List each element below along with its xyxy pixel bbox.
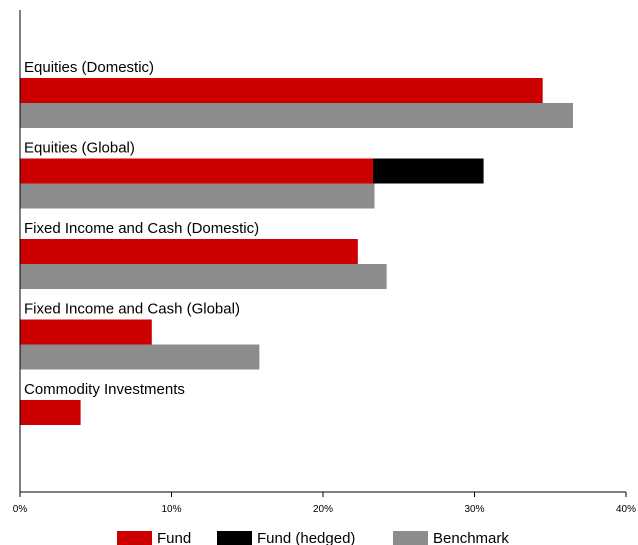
legend-label: Fund (hedged) <box>257 530 355 545</box>
benchmark-bar <box>20 344 260 370</box>
fund-bar <box>20 400 81 425</box>
x-tick-label: 40% <box>616 504 636 515</box>
legend-item: Fund (hedged) <box>217 530 355 545</box>
x-tick-label: 30% <box>464 504 484 515</box>
category-label: Equities (Domestic) <box>24 59 154 76</box>
legend: Fund Fund (hedged) Benchmark <box>117 530 509 545</box>
category-group: Fixed Income and Cash (Global) <box>20 301 260 370</box>
legend-swatch <box>117 531 152 545</box>
legend-swatch <box>217 531 252 545</box>
benchmark-bar <box>20 264 387 289</box>
fund-hedged-bar <box>372 158 484 184</box>
category-group: Fixed Income and Cash (Domestic) <box>20 220 387 289</box>
category-group: Commodity Investments <box>20 381 185 425</box>
category-group: Equities (Global) <box>20 140 484 209</box>
x-tick-label: 20% <box>313 504 333 515</box>
fund-bar <box>20 158 373 184</box>
legend-swatch <box>393 531 428 545</box>
x-tick-label: 0% <box>13 504 28 515</box>
legend-item: Fund <box>117 530 191 545</box>
benchmark-bar <box>20 103 573 128</box>
category-label: Fixed Income and Cash (Domestic) <box>24 220 259 237</box>
legend-label: Fund <box>157 530 191 545</box>
category-group: Equities (Domestic) <box>20 59 573 128</box>
legend-label: Benchmark <box>433 530 509 545</box>
plot-area: Equities (Domestic) Equities (Global) Fixe… <box>20 59 573 425</box>
category-label: Commodity Investments <box>24 381 185 398</box>
benchmark-bar <box>20 183 375 209</box>
fund-bar <box>20 78 543 103</box>
legend-item: Benchmark <box>393 530 509 545</box>
fund-bar <box>20 319 152 345</box>
x-tick-label: 10% <box>161 504 181 515</box>
x-axis: 0% 10% 20% 30% 40% <box>13 10 636 515</box>
category-label: Equities (Global) <box>24 140 135 157</box>
category-label: Fixed Income and Cash (Global) <box>24 301 240 318</box>
fund-bar <box>20 239 358 264</box>
